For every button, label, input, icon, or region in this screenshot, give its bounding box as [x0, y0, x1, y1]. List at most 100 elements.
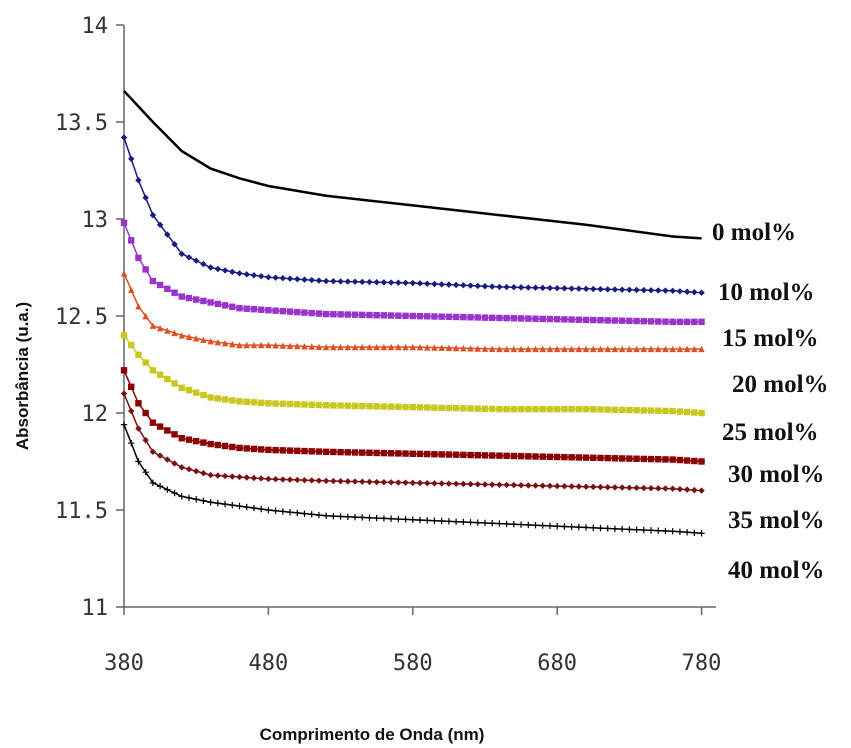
data-point — [676, 288, 684, 295]
data-point — [597, 317, 604, 324]
data-point — [553, 482, 561, 490]
data-point — [366, 403, 373, 410]
data-point — [279, 476, 287, 483]
data-point — [120, 421, 128, 428]
data-point — [164, 285, 171, 293]
x-axis-title: Comprimento de Onda (nm) — [260, 725, 485, 744]
data-point — [532, 453, 539, 460]
data-point — [431, 404, 438, 411]
data-point — [156, 281, 164, 289]
data-point — [243, 305, 250, 312]
data-point — [128, 383, 135, 391]
data-point — [178, 464, 185, 471]
data-point — [474, 519, 481, 526]
data-point — [380, 343, 388, 351]
data-point — [611, 455, 619, 462]
data-point — [402, 312, 409, 320]
data-point — [424, 517, 431, 524]
data-point — [330, 343, 337, 351]
data-point — [366, 478, 373, 486]
data-point — [243, 341, 250, 349]
data-point — [149, 211, 157, 219]
data-point — [698, 318, 705, 326]
data-point — [315, 401, 323, 409]
data-point — [691, 345, 698, 353]
data-point — [698, 289, 705, 296]
data-point — [156, 371, 164, 378]
data-point — [272, 307, 279, 314]
data-point — [647, 407, 655, 414]
data-point — [330, 448, 337, 456]
data-point — [445, 480, 453, 487]
data-point — [496, 481, 503, 488]
data-point — [395, 403, 402, 411]
data-point — [676, 408, 684, 415]
data-point — [618, 525, 626, 533]
data-point — [503, 314, 510, 322]
data-point — [294, 308, 301, 316]
data-point — [604, 454, 611, 462]
data-point — [546, 345, 554, 353]
data-point — [488, 283, 496, 290]
data-point — [185, 294, 193, 302]
data-point — [128, 237, 135, 244]
series-3 — [120, 270, 705, 353]
data-point — [575, 316, 583, 323]
data-point — [575, 285, 583, 292]
data-point — [337, 513, 344, 520]
data-point — [662, 485, 669, 492]
data-point — [178, 384, 185, 391]
data-point — [402, 343, 409, 351]
data-point — [409, 343, 416, 351]
data-point — [496, 314, 503, 322]
data-point — [604, 406, 611, 413]
data-point — [330, 477, 337, 485]
data-point — [575, 345, 583, 353]
data-point — [142, 409, 149, 417]
data-point — [128, 286, 135, 294]
data-point — [467, 519, 474, 526]
data-point — [344, 402, 352, 409]
data-point — [575, 454, 583, 461]
data-point — [279, 342, 287, 349]
data-point — [467, 480, 474, 488]
data-point — [561, 483, 568, 490]
data-point — [424, 479, 431, 487]
data-point — [546, 522, 554, 530]
data-point — [590, 316, 597, 324]
data-point — [149, 479, 157, 487]
data-point — [568, 405, 575, 413]
data-point — [279, 274, 287, 282]
data-point — [387, 343, 395, 351]
data-point — [395, 312, 402, 319]
data-point — [207, 394, 214, 401]
data-point — [359, 402, 366, 410]
data-point — [330, 402, 337, 409]
data-point — [236, 444, 243, 452]
data-point — [590, 345, 597, 353]
data-point — [496, 345, 503, 353]
data-point — [633, 407, 640, 414]
data-point — [503, 283, 510, 291]
data-point — [655, 345, 662, 353]
data-point — [575, 483, 583, 490]
data-point — [618, 317, 626, 324]
data-point — [387, 450, 395, 457]
data-point — [431, 451, 438, 458]
data-point — [257, 446, 265, 453]
data-point — [120, 134, 128, 141]
data-point — [669, 345, 676, 353]
data-point — [229, 268, 236, 276]
data-point — [322, 277, 330, 285]
data-point — [611, 286, 619, 293]
data-point — [373, 478, 380, 486]
data-point — [322, 402, 330, 409]
data-point — [647, 455, 655, 463]
data-point — [604, 345, 611, 353]
data-point — [676, 485, 684, 493]
data-point — [279, 447, 287, 454]
data-point — [373, 449, 380, 457]
data-point — [481, 452, 489, 459]
data-point — [525, 315, 532, 322]
data-point — [669, 485, 676, 492]
